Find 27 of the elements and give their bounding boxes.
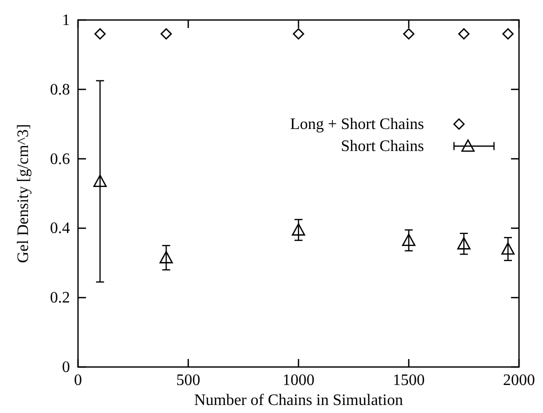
point [403,28,414,40]
point [160,251,173,264]
y-axis-title: Gel Density [g/cm^3] [15,124,32,264]
x-axis-title: Number of Chains in Simulation [194,392,403,409]
y-tick-label: 0.4 [50,220,70,238]
y-tick-label: 0.6 [50,150,70,168]
point [93,174,107,188]
point [502,28,514,40]
x-tick-label: 1000 [282,372,314,389]
y-tick-label: 0.8 [50,81,70,98]
y-tick-label: 0.2 [50,290,70,307]
x-tick-label: 1500 [392,372,425,389]
point [458,28,470,40]
x-tick-label: 2000 [503,372,535,389]
point [292,28,304,40]
x-tick-label: 500 [176,372,200,389]
point [457,237,471,250]
point [402,234,416,246]
x-tick-label: 0 [74,372,82,389]
point [292,223,306,236]
point [94,28,106,40]
y-tick-label: 0 [62,359,70,376]
point [160,28,172,40]
legend-label: Long + Short Chains [290,116,424,134]
y-tick-label: 1 [62,12,70,29]
point [501,242,515,255]
legend-label: Short Chains [340,138,424,156]
